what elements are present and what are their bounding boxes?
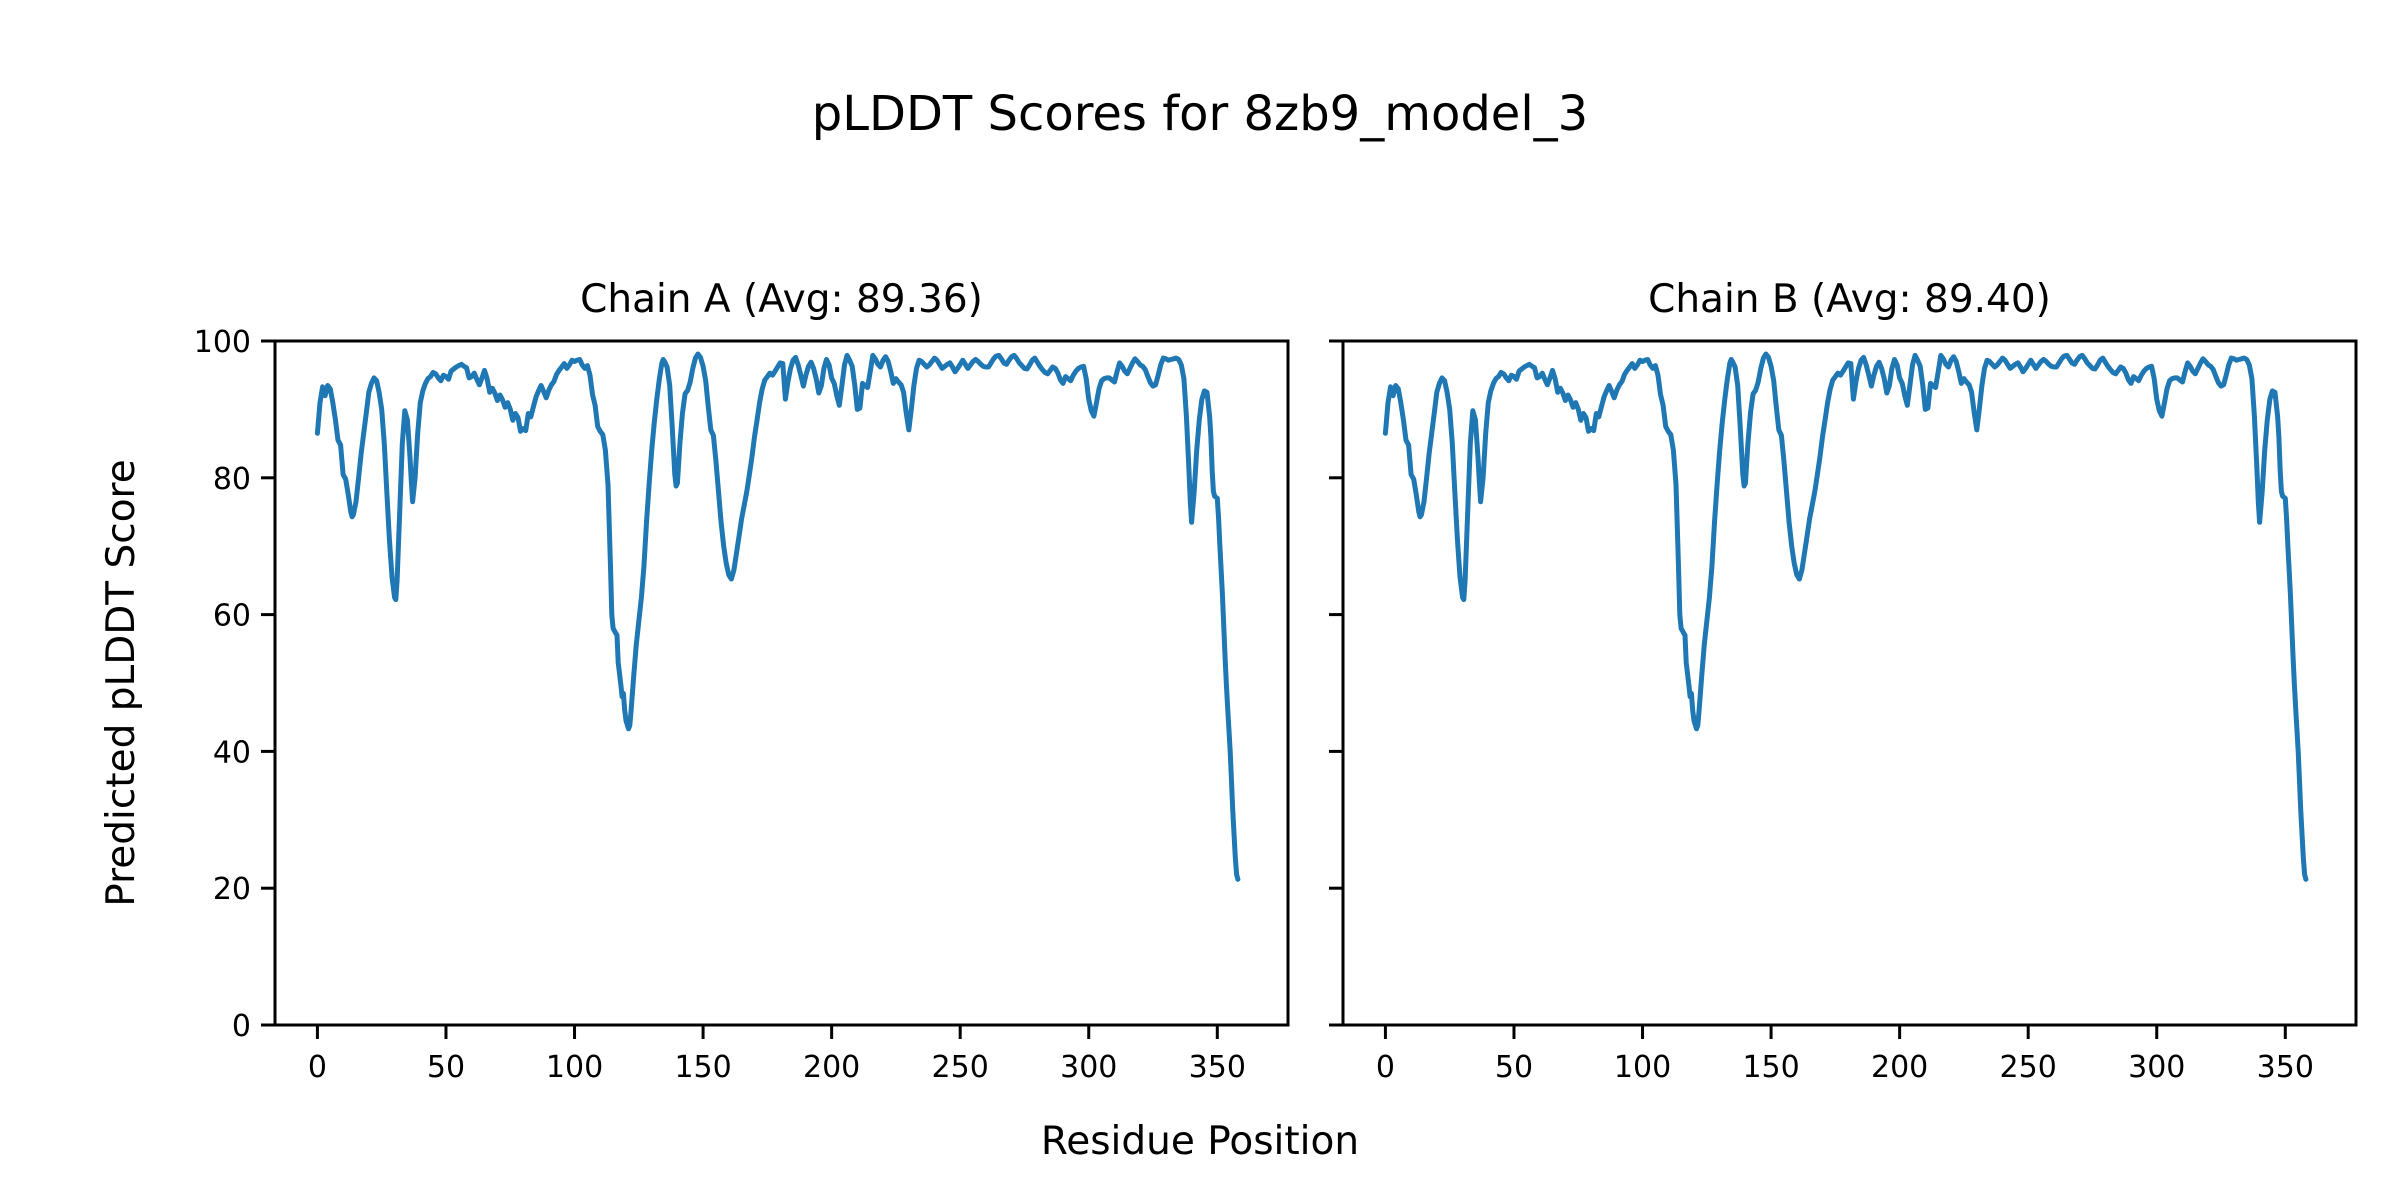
chain-a-axes: 0 50 100 150 200 250 300 350 0 20 40 60 80 100 bbox=[194, 325, 1290, 1085]
chain-b-x-tick-label: 200 bbox=[1871, 1050, 1928, 1085]
chain-a-x-tick-label: 300 bbox=[1060, 1050, 1117, 1085]
chain-b-axes: 0 50 100 150 200 250 300 350 bbox=[1329, 339, 2358, 1085]
chain-b-x-tick-label: 50 bbox=[1495, 1050, 1533, 1085]
x-axis-label: Residue Position bbox=[1040, 1119, 1360, 1164]
chain-a-y-tick-label: 60 bbox=[213, 599, 251, 634]
chain-a-plddt-line bbox=[314, 351, 1241, 882]
chain-a-spines bbox=[273, 339, 1290, 1027]
figure-title: pLDDT Scores for 8zb9_model_3 bbox=[811, 86, 1589, 142]
chain-a-x-tick-label: 200 bbox=[803, 1050, 860, 1085]
chain-a-x-tick-label: 50 bbox=[427, 1050, 465, 1085]
chain-a-x-tick-label: 150 bbox=[674, 1050, 731, 1085]
chain-b-subplot-title: Chain B (Avg: 89.40) bbox=[1648, 277, 2051, 322]
chain-b-x-tick-label: 350 bbox=[2257, 1050, 2314, 1085]
chain-b-x-tick-label: 0 bbox=[1376, 1050, 1395, 1085]
chain-a-subplot-title: Chain A (Avg: 89.36) bbox=[580, 277, 983, 322]
chain-b-x-tick-label: 150 bbox=[1742, 1050, 1799, 1085]
chain-a-x-tick-label: 250 bbox=[932, 1050, 989, 1085]
chain-b-x-tick-label: 300 bbox=[2128, 1050, 2185, 1085]
chain-b-x-tick-label: 100 bbox=[1614, 1050, 1671, 1085]
chain-a-x-tick-label: 350 bbox=[1189, 1050, 1246, 1085]
chain-b-x-tick-label: 250 bbox=[2000, 1050, 2057, 1085]
chain-b-spines bbox=[1341, 339, 2358, 1027]
chain-a-y-tick-label: 40 bbox=[213, 735, 251, 770]
chain-b-plddt-line bbox=[1382, 351, 2309, 882]
chain-a-y-tick-label: 80 bbox=[213, 462, 251, 497]
chain-a-y-tick-label: 0 bbox=[232, 1009, 251, 1044]
chain-a-x-tick-label: 0 bbox=[308, 1050, 327, 1085]
chain-a-y-tick-label: 20 bbox=[213, 872, 251, 907]
chain-a-x-tick-label: 100 bbox=[546, 1050, 603, 1085]
chain-a-y-tick-label: 100 bbox=[194, 325, 251, 360]
